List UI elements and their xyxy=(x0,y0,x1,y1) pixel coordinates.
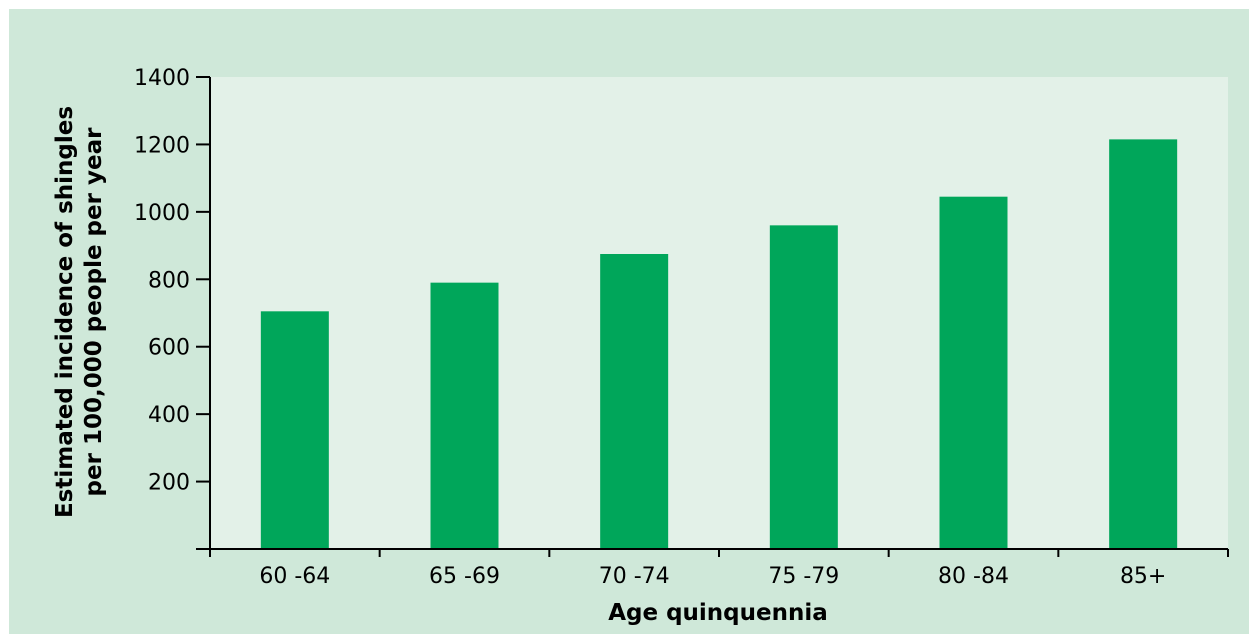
bar-2 xyxy=(600,254,669,549)
bars-group xyxy=(260,139,1178,550)
bar-4 xyxy=(939,196,1008,549)
x-tick-label-3: 75 -79 xyxy=(768,564,839,589)
x-tick-label-2: 70 -74 xyxy=(599,564,670,589)
x-axis-title: Age quinquennia xyxy=(608,600,828,626)
y-axis-title-line-2: per 100,000 people per year xyxy=(81,127,107,497)
bar-1 xyxy=(430,282,499,549)
y-tick-label-1: 400 xyxy=(148,403,190,428)
bar-3 xyxy=(769,225,838,550)
y-tick-label-5: 1200 xyxy=(134,133,190,158)
x-tick-label-4: 80 -84 xyxy=(938,564,1009,589)
x-tick-label-0: 60 -64 xyxy=(259,564,330,589)
y-tick-label-4: 1000 xyxy=(134,201,190,226)
y-tick-label-2: 600 xyxy=(148,336,190,361)
x-tick-label-5: 85+ xyxy=(1120,564,1166,589)
y-axis: 200 400 600 800 1000 1200 1400 xyxy=(134,66,211,549)
bar-5 xyxy=(1109,139,1178,549)
plot-area xyxy=(210,77,1228,549)
bar-0 xyxy=(260,311,329,549)
x-axis: 60 -64 65 -69 70 -74 75 -79 80 -84 85+ xyxy=(196,548,1229,589)
y-axis-title-line-1: Estimated incidence of shingles xyxy=(52,106,78,518)
y-tick-label-0: 200 xyxy=(148,471,190,496)
y-tick-label-6: 1400 xyxy=(134,66,190,91)
y-tick-label-3: 800 xyxy=(148,268,190,293)
x-tick-label-1: 65 -69 xyxy=(429,564,500,589)
